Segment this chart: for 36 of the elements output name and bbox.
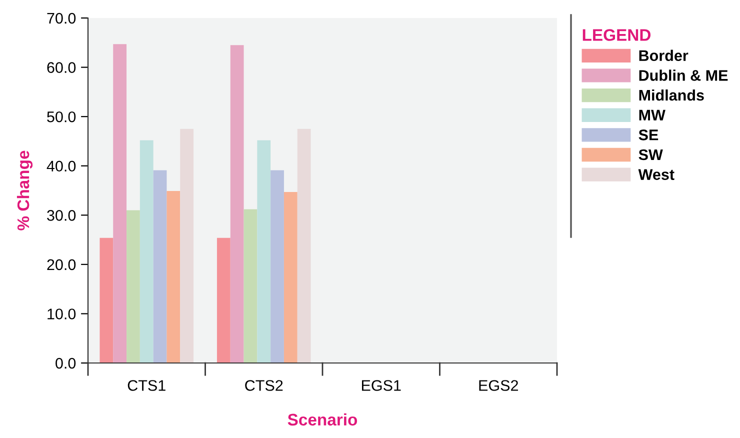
bar bbox=[180, 128, 194, 363]
x-tick-label: CTS1 bbox=[128, 380, 166, 391]
bar bbox=[230, 45, 244, 363]
y-tick-label: 10.0 bbox=[48, 308, 76, 320]
legend-label: West bbox=[638, 169, 674, 180]
bar bbox=[284, 192, 298, 363]
y-tick-label: 30.0 bbox=[47, 210, 76, 221]
bar bbox=[257, 140, 271, 363]
y-tick-label: 0.0 bbox=[56, 358, 76, 369]
y-tick-label: 50.0 bbox=[47, 111, 76, 122]
legend-title: LEGEND bbox=[582, 29, 651, 41]
bar bbox=[166, 190, 180, 363]
legend-label: Border bbox=[639, 50, 688, 62]
y-tick-label: 20.0 bbox=[47, 259, 76, 270]
x-tick-label: EGS1 bbox=[362, 380, 401, 391]
x-tick-label: EGS2 bbox=[479, 380, 518, 391]
bar bbox=[244, 209, 258, 363]
x-tick-label: CTS2 bbox=[245, 380, 283, 391]
bar bbox=[216, 238, 230, 363]
y-tick-label: 40.0 bbox=[46, 160, 76, 172]
bar bbox=[140, 140, 154, 363]
legend-label: SE bbox=[638, 130, 658, 140]
bar bbox=[126, 210, 140, 363]
legend-label: SW bbox=[638, 149, 663, 160]
bar bbox=[297, 128, 311, 363]
legend-label: MW bbox=[639, 110, 666, 120]
bar bbox=[113, 44, 127, 363]
legend-label: Dublin & ME bbox=[639, 70, 728, 81]
y-axis-title: % Change bbox=[16, 150, 33, 230]
y-tick-label: 70.0 bbox=[47, 12, 76, 24]
x-axis-title: Scenario bbox=[288, 413, 358, 426]
bar bbox=[100, 238, 114, 363]
bar bbox=[153, 170, 167, 363]
bar bbox=[270, 170, 284, 363]
legend-label: Midlands bbox=[639, 89, 704, 101]
y-tick-label: 60.0 bbox=[47, 62, 76, 73]
